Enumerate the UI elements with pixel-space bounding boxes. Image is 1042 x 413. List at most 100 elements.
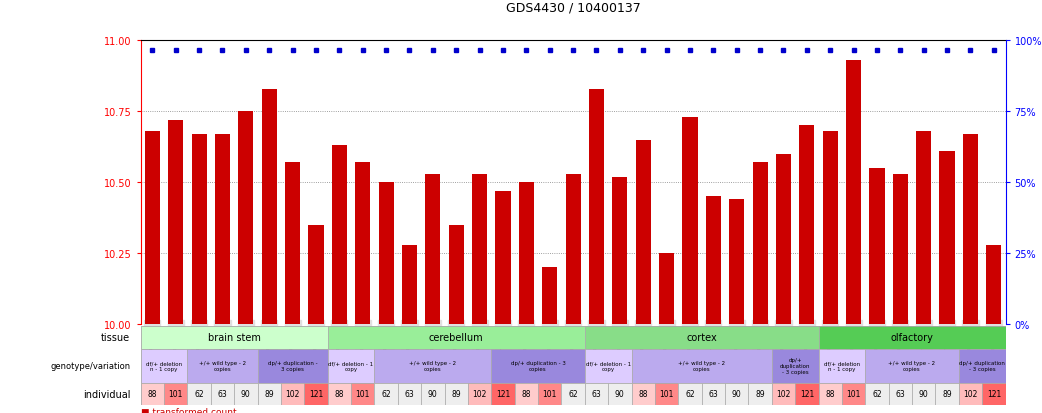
Text: 62: 62 [568,389,578,399]
Bar [257,349,327,382]
Bar [889,382,912,405]
Text: individual: individual [82,389,130,399]
Bar [445,382,468,405]
Text: 90: 90 [731,389,742,399]
Bar [822,132,838,413]
Bar [893,174,908,413]
Bar [281,382,304,405]
Text: olfactory: olfactory [891,332,934,342]
Text: 101: 101 [355,389,370,399]
Bar [636,140,651,413]
Text: dp/+ duplication - 3
copies: dp/+ duplication - 3 copies [511,361,566,371]
Bar [683,118,697,413]
Text: 89: 89 [942,389,952,399]
Bar [842,382,865,405]
Text: GDS4430 / 10400137: GDS4430 / 10400137 [505,2,641,14]
Text: 102: 102 [286,389,300,399]
Bar [168,121,183,413]
Bar [304,382,327,405]
Text: ■ transformed count: ■ transformed count [141,407,237,413]
Bar [613,177,627,413]
Bar [472,174,488,413]
Text: df/+ deletion
n - 1 copy: df/+ deletion n - 1 copy [146,361,182,371]
Bar [729,200,744,413]
Bar [819,326,1006,349]
Bar [678,382,701,405]
Bar [327,349,374,382]
Text: tissue: tissue [101,332,130,342]
Bar [705,197,721,413]
Text: 121: 121 [987,389,1001,399]
Bar [491,349,585,382]
Text: df/+ deletion - 1
copy: df/+ deletion - 1 copy [586,361,630,371]
Bar [916,132,932,413]
Bar [772,349,819,382]
Bar [585,349,631,382]
Text: 101: 101 [660,389,674,399]
Bar [215,135,230,413]
Text: cortex: cortex [687,332,717,342]
Bar [188,382,210,405]
Bar [631,382,655,405]
Bar [940,152,954,413]
Text: genotype/variation: genotype/variation [50,361,130,370]
Text: 63: 63 [709,389,718,399]
Text: +/+ wild type - 2
copies: +/+ wild type - 2 copies [199,361,246,371]
Bar [542,268,557,413]
Text: +/+ wild type - 2
copies: +/+ wild type - 2 copies [889,361,936,371]
Bar [631,349,772,382]
Bar [234,382,257,405]
Text: +/+ wild type - 2
copies: +/+ wild type - 2 copies [410,361,456,371]
Bar [865,349,959,382]
Text: 63: 63 [592,389,601,399]
Bar [869,169,885,413]
Text: 90: 90 [615,389,625,399]
Text: 89: 89 [755,389,765,399]
Text: 63: 63 [404,389,415,399]
Text: 88: 88 [639,389,648,399]
Text: dp/+ duplication
- 3 copies: dp/+ duplication - 3 copies [960,361,1006,371]
Bar [327,326,585,349]
Bar [585,326,819,349]
Bar [748,382,772,405]
Bar [425,174,441,413]
Bar [515,382,538,405]
Bar [986,245,1001,413]
Bar [378,183,394,413]
Text: 121: 121 [496,389,511,399]
Bar [421,382,445,405]
Text: 101: 101 [169,389,183,399]
Bar [145,132,160,413]
Text: 101: 101 [543,389,556,399]
Bar [795,382,819,405]
Text: dp/+
duplication
- 3 copies: dp/+ duplication - 3 copies [779,358,811,374]
Text: 88: 88 [522,389,531,399]
Bar [192,135,206,413]
Text: 89: 89 [265,389,274,399]
Bar [491,382,515,405]
Text: +/+ wild type - 2
copies: +/+ wild type - 2 copies [678,361,725,371]
Bar [772,382,795,405]
Bar [141,382,164,405]
Bar [846,61,861,413]
Bar [210,382,234,405]
Text: df/+ deletion
n - 1 copy: df/+ deletion n - 1 copy [824,361,860,371]
Bar [585,382,609,405]
Text: 88: 88 [825,389,835,399]
Bar [257,382,281,405]
Text: df/+ deletion - 1
copy: df/+ deletion - 1 copy [328,361,374,371]
Bar [468,382,491,405]
Bar [239,112,253,413]
Text: 62: 62 [381,389,391,399]
Text: 62: 62 [194,389,204,399]
Bar [562,382,585,405]
Bar [519,183,534,413]
Bar [589,89,604,413]
Bar [355,163,370,413]
Text: 63: 63 [895,389,905,399]
Text: 90: 90 [241,389,251,399]
Bar [308,225,324,413]
Text: 121: 121 [308,389,323,399]
Bar [659,254,674,413]
Text: cerebellum: cerebellum [429,332,483,342]
